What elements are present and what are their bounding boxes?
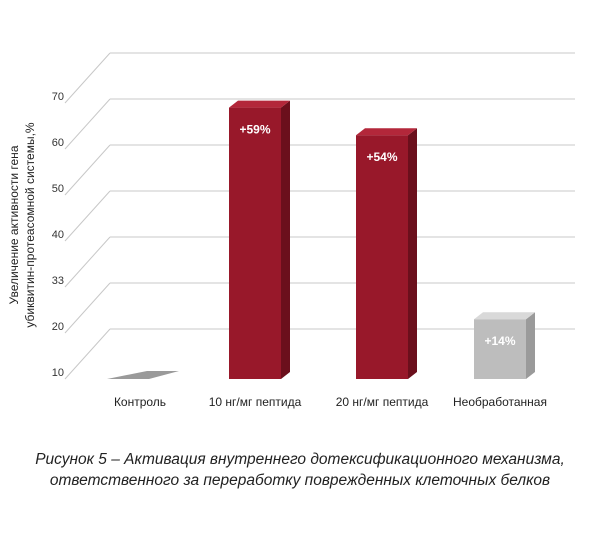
figure-caption: Рисунок 5 – Активация внутреннего дотекс…	[20, 449, 580, 491]
y-tick-labels: 10 20 33 40 50 60 70	[52, 91, 64, 379]
bar-top-face	[229, 100, 290, 108]
category-label: Необработанная	[453, 395, 547, 409]
bar-3: +54%	[356, 128, 417, 379]
bar-data-label: +59%	[239, 123, 270, 137]
bar-top-face	[356, 128, 417, 136]
bars: +59% +54% +14%	[107, 100, 535, 379]
bar-front-face	[356, 135, 408, 379]
bar-side-face	[526, 312, 535, 379]
bar-top-face	[474, 312, 535, 320]
bar-front-face	[474, 319, 526, 379]
bar-4: +14%	[474, 312, 535, 379]
bar-side-face	[281, 100, 290, 379]
category-labels: Контроль 10 нг/мг пептида 20 нг/мг пептида…	[114, 395, 547, 409]
bar-front-face	[229, 107, 281, 379]
y-axis-label-line-1: Увеличение активности гена	[7, 145, 21, 304]
grid-line-diagonal	[64, 190, 111, 242]
bar-side-face	[408, 128, 417, 379]
category-label: Контроль	[114, 395, 166, 409]
bar-data-label: +54%	[366, 150, 397, 164]
grid-line-diagonal	[64, 328, 111, 380]
y-axis-label-line-2: убиквитин-протеасомной системы,%	[23, 122, 37, 327]
bar-data-label: +14%	[484, 334, 515, 348]
bar-1	[107, 371, 179, 379]
y-tick-label: 60	[52, 137, 64, 149]
y-tick-label: 50	[52, 183, 64, 195]
caption-line-1: Рисунок 5 – Активация внутреннего дотекс…	[35, 451, 565, 468]
bar-top-face	[107, 371, 179, 379]
bar-chart: 10 20 33 40 50 60 70 +59% +54% +14% Контроль 10 н…	[7, 52, 575, 409]
y-tick-label: 33	[52, 275, 64, 287]
grid-line-diagonal	[64, 236, 111, 288]
bar-2: +59%	[229, 100, 290, 379]
y-tick-label: 70	[52, 91, 64, 103]
grid-line-diagonal	[64, 98, 111, 150]
grid-lines	[64, 52, 575, 380]
y-tick-label: 40	[52, 229, 64, 241]
y-tick-label: 20	[52, 321, 64, 333]
category-label: 10 нг/мг пептида	[209, 395, 302, 409]
y-tick-label: 10	[52, 367, 64, 379]
grid-line-diagonal	[64, 282, 111, 334]
category-label: 20 нг/мг пептида	[336, 395, 429, 409]
caption-line-2: ответственного за переработку поврежденн…	[49, 472, 551, 489]
grid-line-diagonal	[64, 52, 111, 104]
grid-line-diagonal	[64, 144, 111, 196]
